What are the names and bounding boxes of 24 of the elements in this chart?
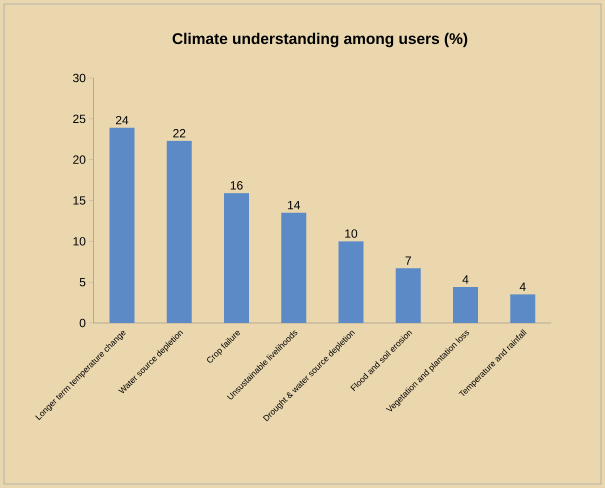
bar xyxy=(510,294,536,323)
y-tick-label: 25 xyxy=(73,114,86,124)
bar xyxy=(338,241,364,323)
bar xyxy=(396,268,421,323)
y-tick-label: 5 xyxy=(80,278,86,286)
bar xyxy=(224,193,250,323)
bar xyxy=(281,212,306,323)
data-label: 4 xyxy=(520,282,526,291)
data-label: 14 xyxy=(288,201,300,210)
bar xyxy=(110,128,135,323)
data-label: 4 xyxy=(462,275,468,284)
data-label: 10 xyxy=(345,229,358,238)
data-label: 24 xyxy=(116,116,128,124)
data-label: 22 xyxy=(173,129,186,138)
chart-title: Climate understanding among users (%) xyxy=(172,32,468,48)
y-tick-label: 0 xyxy=(80,318,86,328)
y-tick-label: 30 xyxy=(73,74,86,82)
bar xyxy=(166,140,192,323)
bar xyxy=(453,287,478,323)
y-tick-label: 15 xyxy=(73,196,86,205)
data-label: 7 xyxy=(406,256,411,265)
data-label: 16 xyxy=(230,181,243,190)
y-tick-label: 20 xyxy=(73,155,86,164)
y-tick-label: 10 xyxy=(73,237,86,246)
